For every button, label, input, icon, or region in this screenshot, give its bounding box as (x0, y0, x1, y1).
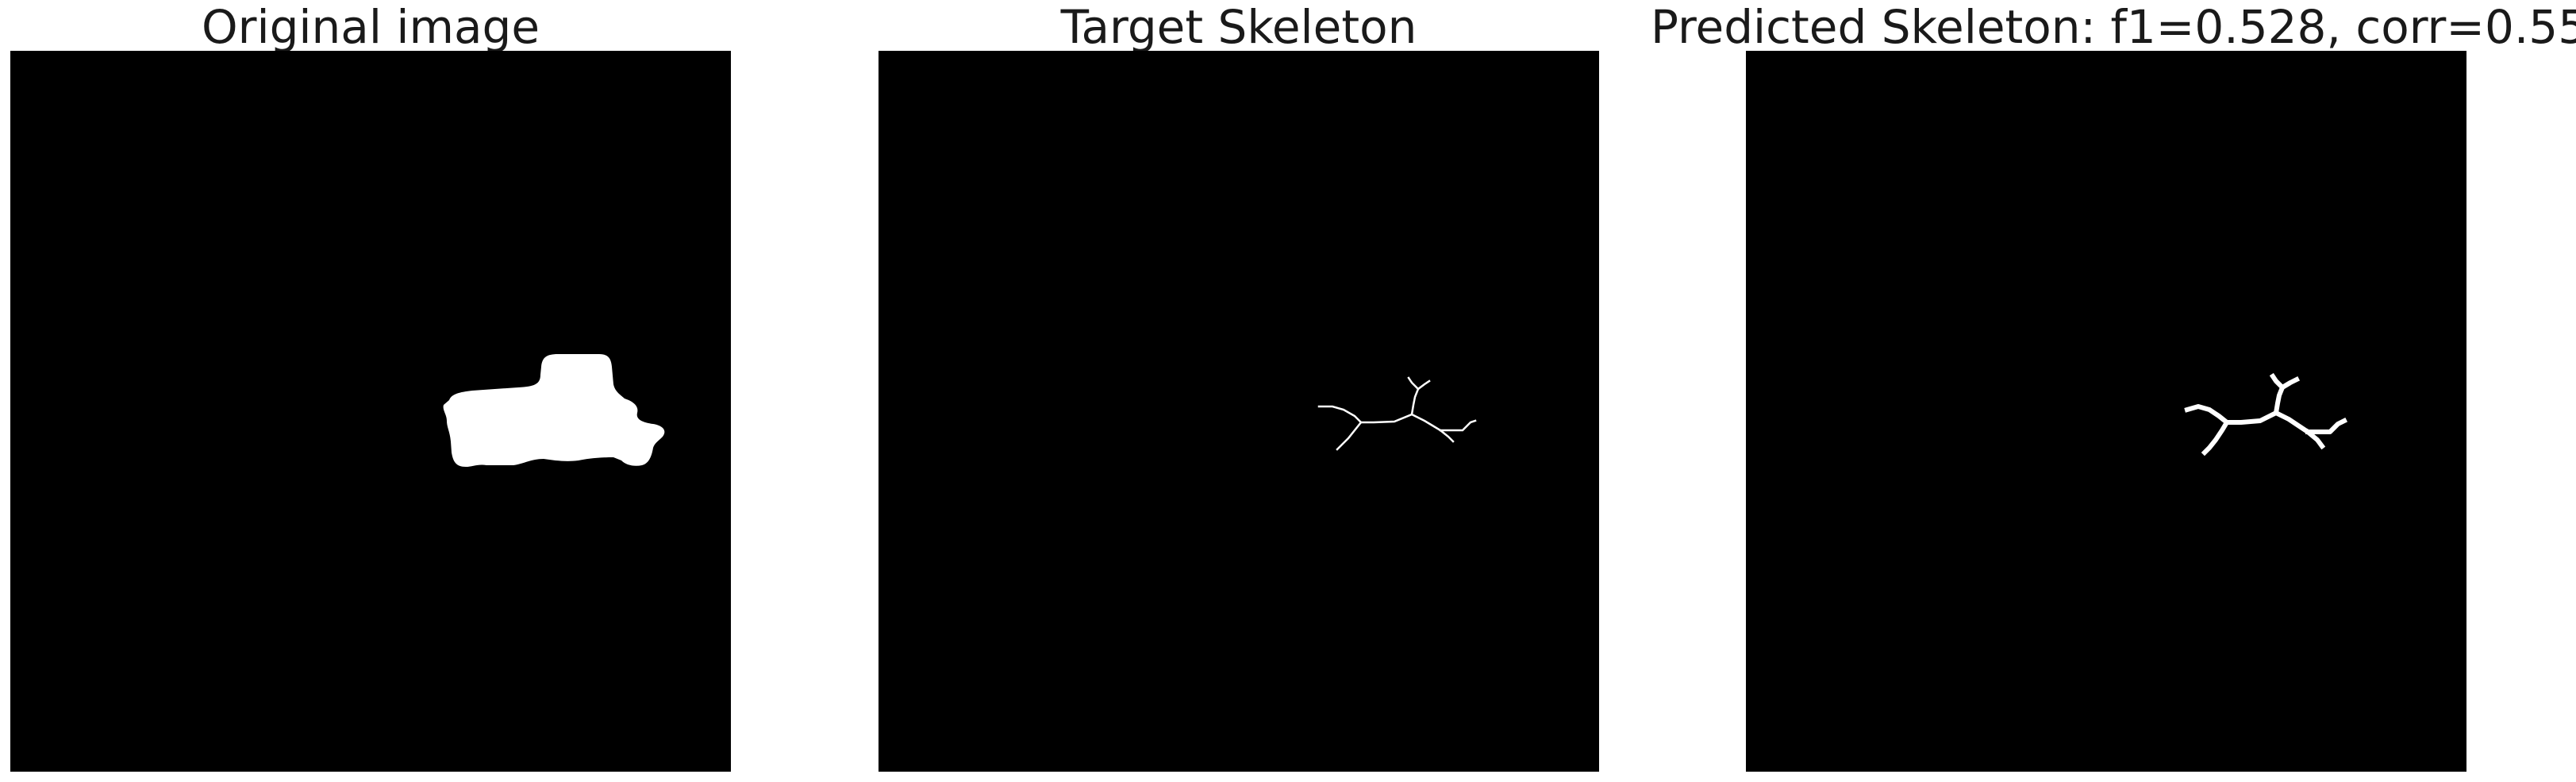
skeleton-lines (1317, 376, 1477, 451)
target-skeleton-image (879, 51, 1599, 772)
panel-target-skeleton: Target Skeleton (879, 0, 1599, 782)
predicted-skeleton-image (1746, 51, 2466, 772)
panel-predicted-skeleton: Predicted Skeleton: f1=0.528, corr=0.558 (1651, 0, 2576, 782)
panel-title: Target Skeleton (1060, 0, 1417, 54)
original-mask-image (10, 51, 731, 772)
panel-original-image: Original image (10, 0, 731, 782)
panel-title: Predicted Skeleton: f1=0.528, corr=0.558 (1651, 0, 2576, 54)
blob-shape (443, 354, 665, 467)
skeleton-lines (2184, 372, 2348, 456)
panel-title: Original image (201, 0, 540, 54)
